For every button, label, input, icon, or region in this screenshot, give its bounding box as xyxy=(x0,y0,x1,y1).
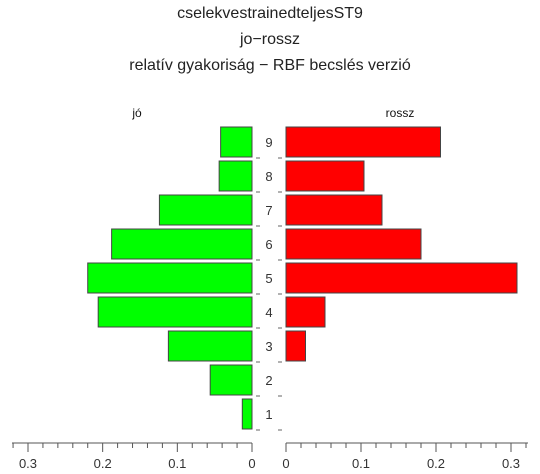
bar-jo-2 xyxy=(209,364,253,396)
category-label-6: 6 xyxy=(265,237,272,252)
bar-jo-1 xyxy=(241,398,253,430)
bar-jo-7 xyxy=(158,194,253,226)
x-tick-label-left: 0.3 xyxy=(19,456,37,471)
bar-rossz-7 xyxy=(285,194,383,226)
bar-rossz-3 xyxy=(285,330,306,362)
x-tick-label-left: 0.1 xyxy=(168,456,186,471)
bar-rossz-4 xyxy=(285,296,326,328)
x-axis-left: 0.3 0.2 0.1 0 xyxy=(12,442,256,471)
bar-jo-6 xyxy=(111,228,253,260)
category-labels: 1 2 3 4 5 6 7 8 9 xyxy=(256,135,282,431)
category-label-2: 2 xyxy=(265,373,272,388)
x-axis-right: 0 0.1 0.2 0.3 xyxy=(282,442,528,471)
series-rossz-bars xyxy=(285,126,518,362)
bar-rossz-8 xyxy=(285,160,365,192)
series-label-rossz: rossz xyxy=(386,106,415,120)
bar-jo-8 xyxy=(218,160,253,192)
chart-subtitle: jo−rossz xyxy=(239,31,300,48)
bar-jo-3 xyxy=(167,330,253,362)
series-label-jo: jó xyxy=(131,106,142,120)
category-label-1: 1 xyxy=(265,407,272,422)
category-label-4: 4 xyxy=(265,305,272,320)
bar-rossz-9 xyxy=(285,126,441,158)
x-tick-label-left: 0.2 xyxy=(94,456,112,471)
bar-jo-5 xyxy=(87,262,253,294)
chart-title: cselekvestrainedteljesST9 xyxy=(177,5,363,22)
bar-jo-4 xyxy=(97,296,253,328)
category-label-5: 5 xyxy=(265,271,272,286)
x-tick-label-right: 0 xyxy=(282,456,289,471)
category-label-7: 7 xyxy=(265,203,272,218)
category-label-8: 8 xyxy=(265,169,272,184)
x-tick-label-left: 0 xyxy=(248,456,255,471)
bar-jo-9 xyxy=(220,126,253,158)
bar-rossz-5 xyxy=(285,262,518,294)
bar-rossz-6 xyxy=(285,228,422,260)
category-label-3: 3 xyxy=(265,339,272,354)
x-tick-label-right: 0.3 xyxy=(502,456,520,471)
chart-subtitle-2: relatív gyakoriság − RBF becslés verzió xyxy=(129,57,411,74)
series-jo-bars xyxy=(87,126,253,430)
category-label-9: 9 xyxy=(265,135,272,150)
x-tick-label-right: 0.2 xyxy=(427,456,445,471)
x-tick-label-right: 0.1 xyxy=(352,456,370,471)
